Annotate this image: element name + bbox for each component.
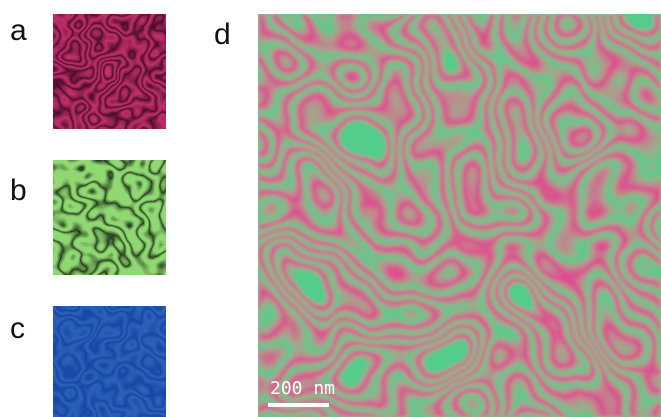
image-b (53, 160, 166, 275)
figure: a b c d 200 nm (0, 0, 661, 417)
panel-label: a (10, 14, 27, 47)
image-c (53, 306, 166, 417)
image-d (258, 14, 661, 417)
panel-label: b (10, 174, 27, 207)
image-a (53, 14, 166, 129)
panel-label: d (214, 18, 231, 51)
panel-label: c (10, 312, 25, 345)
scale-bar (268, 403, 329, 407)
scale-bar-label: 200 nm (270, 378, 335, 399)
